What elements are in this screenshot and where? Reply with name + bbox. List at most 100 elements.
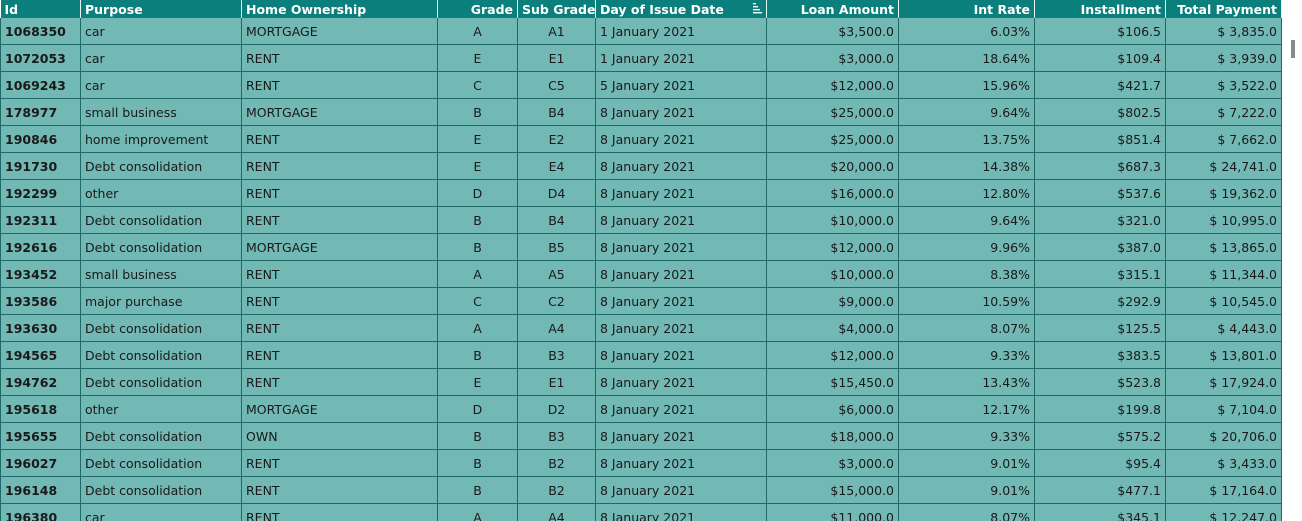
- installment-cell: $802.5: [1034, 98, 1166, 126]
- installment-cell: $345.1: [1034, 503, 1166, 521]
- table-row[interactable]: 196380 car RENT A A4 8 January 2021 $11,000.0 8…: [0, 503, 1282, 521]
- total-payment-cell: $ 3,835.0: [1165, 18, 1282, 45]
- issue-date-cell: 5 January 2021: [595, 71, 767, 99]
- sub-grade-cell: E1: [517, 368, 596, 396]
- sub-grade-cell: C5: [517, 71, 596, 99]
- column-header-total-payment[interactable]: Total Payment: [1165, 0, 1282, 18]
- purpose-cell: Debt consolidation: [80, 314, 242, 342]
- sort-ascending-icon[interactable]: [752, 2, 763, 15]
- int-rate-cell: 9.01%: [898, 476, 1035, 504]
- id-cell: 192311: [0, 206, 81, 234]
- table-row[interactable]: 193630 Debt consolidation RENT A A4 8 January…: [0, 314, 1282, 342]
- table-row[interactable]: 195655 Debt consolidation OWN B B3 8 January …: [0, 422, 1282, 450]
- column-header-sub-grade[interactable]: Sub Grade: [517, 0, 596, 18]
- scrollbar-thumb[interactable]: [1291, 40, 1295, 58]
- column-header-loan-amount[interactable]: Loan Amount: [766, 0, 899, 18]
- issue-date-cell: 8 January 2021: [595, 260, 767, 288]
- table-row[interactable]: 192311 Debt consolidation RENT B B4 8 January…: [0, 206, 1282, 234]
- table-row[interactable]: 191730 Debt consolidation RENT E E4 8 January…: [0, 152, 1282, 180]
- int-rate-cell: 18.64%: [898, 44, 1035, 72]
- grade-cell: E: [437, 152, 518, 180]
- column-header-day-of-issue-date[interactable]: Day of Issue Date: [595, 0, 767, 18]
- table-row[interactable]: 196148 Debt consolidation RENT B B2 8 January…: [0, 476, 1282, 504]
- column-header-int-rate[interactable]: Int Rate: [898, 0, 1035, 18]
- home-ownership-cell: RENT: [241, 476, 438, 504]
- total-payment-cell: $ 13,801.0: [1165, 341, 1282, 369]
- table-row[interactable]: 193452 small business RENT A A5 8 January 202…: [0, 260, 1282, 288]
- grade-cell: B: [437, 476, 518, 504]
- sub-grade-cell: B4: [517, 206, 596, 234]
- id-cell: 193452: [0, 260, 81, 288]
- purpose-cell: Debt consolidation: [80, 341, 242, 369]
- int-rate-cell: 6.03%: [898, 18, 1035, 45]
- column-header-grade[interactable]: Grade: [437, 0, 518, 18]
- grade-cell: E: [437, 125, 518, 153]
- id-cell: 192616: [0, 233, 81, 261]
- table-row[interactable]: 178977 small business MORTGAGE B B4 8 January…: [0, 98, 1282, 126]
- id-cell: 1069243: [0, 71, 81, 99]
- id-cell: 178977: [0, 98, 81, 126]
- home-ownership-cell: RENT: [241, 206, 438, 234]
- vertical-scrollbar[interactable]: [1286, 18, 1302, 521]
- id-cell: 1068350: [0, 18, 81, 45]
- loan-amount-cell: $15,000.0: [766, 476, 899, 504]
- issue-date-cell: 8 January 2021: [595, 287, 767, 315]
- home-ownership-cell: OWN: [241, 422, 438, 450]
- total-payment-cell: $ 10,995.0: [1165, 206, 1282, 234]
- table-body: 1068350 car MORTGAGE A A1 1 January 2021 $3,50…: [0, 18, 1282, 521]
- table-row[interactable]: 192299 other RENT D D4 8 January 2021 $16,000.…: [0, 179, 1282, 207]
- int-rate-cell: 12.17%: [898, 395, 1035, 423]
- id-cell: 196380: [0, 503, 81, 521]
- column-header-id[interactable]: Id: [0, 0, 81, 18]
- table-row[interactable]: 1069243 car RENT C C5 5 January 2021 $12,000.0…: [0, 71, 1282, 99]
- table-row[interactable]: 195618 other MORTGAGE D D2 8 January 2021 $6,0…: [0, 395, 1282, 423]
- issue-date-cell: 8 January 2021: [595, 449, 767, 477]
- total-payment-cell: $ 3,522.0: [1165, 71, 1282, 99]
- purpose-cell: other: [80, 395, 242, 423]
- int-rate-cell: 8.07%: [898, 314, 1035, 342]
- column-header-purpose[interactable]: Purpose: [80, 0, 242, 18]
- total-payment-cell: $ 17,164.0: [1165, 476, 1282, 504]
- table-row[interactable]: 194565 Debt consolidation RENT B B3 8 January…: [0, 341, 1282, 369]
- sub-grade-cell: B4: [517, 98, 596, 126]
- purpose-cell: other: [80, 179, 242, 207]
- loan-amount-cell: $25,000.0: [766, 125, 899, 153]
- column-header-label: Day of Issue Date: [600, 1, 724, 17]
- home-ownership-cell: RENT: [241, 44, 438, 72]
- table-row[interactable]: 193586 major purchase RENT C C2 8 January 202…: [0, 287, 1282, 315]
- issue-date-cell: 8 January 2021: [595, 314, 767, 342]
- table-row[interactable]: 194762 Debt consolidation RENT E E1 8 January…: [0, 368, 1282, 396]
- loan-amount-cell: $16,000.0: [766, 179, 899, 207]
- grade-cell: A: [437, 314, 518, 342]
- purpose-cell: car: [80, 44, 242, 72]
- purpose-cell: car: [80, 18, 242, 45]
- table-row[interactable]: 196027 Debt consolidation RENT B B2 8 January…: [0, 449, 1282, 477]
- installment-cell: $315.1: [1034, 260, 1166, 288]
- int-rate-cell: 9.64%: [898, 98, 1035, 126]
- total-payment-cell: $ 11,344.0: [1165, 260, 1282, 288]
- issue-date-cell: 8 January 2021: [595, 233, 767, 261]
- table-row[interactable]: 190846 home improvement RENT E E2 8 January 2…: [0, 125, 1282, 153]
- purpose-cell: small business: [80, 98, 242, 126]
- table-row[interactable]: 1072053 car RENT E E1 1 January 2021 $3,000.0 1…: [0, 44, 1282, 72]
- int-rate-cell: 9.01%: [898, 449, 1035, 477]
- column-header-installment[interactable]: Installment: [1034, 0, 1166, 18]
- purpose-cell: Debt consolidation: [80, 368, 242, 396]
- total-payment-cell: $ 12,247.0: [1165, 503, 1282, 521]
- installment-cell: $199.8: [1034, 395, 1166, 423]
- loan-amount-cell: $3,000.0: [766, 44, 899, 72]
- issue-date-cell: 8 January 2021: [595, 125, 767, 153]
- table-row[interactable]: 1068350 car MORTGAGE A A1 1 January 2021 $3,50…: [0, 18, 1282, 45]
- sub-grade-cell: E2: [517, 125, 596, 153]
- total-payment-cell: $ 17,924.0: [1165, 368, 1282, 396]
- home-ownership-cell: MORTGAGE: [241, 233, 438, 261]
- column-header-home-ownership[interactable]: Home Ownership: [241, 0, 438, 18]
- grade-cell: B: [437, 233, 518, 261]
- loan-amount-cell: $18,000.0: [766, 422, 899, 450]
- loan-amount-cell: $12,000.0: [766, 71, 899, 99]
- grade-cell: C: [437, 287, 518, 315]
- issue-date-cell: 8 January 2021: [595, 206, 767, 234]
- loan-amount-cell: $12,000.0: [766, 341, 899, 369]
- table-row[interactable]: 192616 Debt consolidation MORTGAGE B B5 8 Jan…: [0, 233, 1282, 261]
